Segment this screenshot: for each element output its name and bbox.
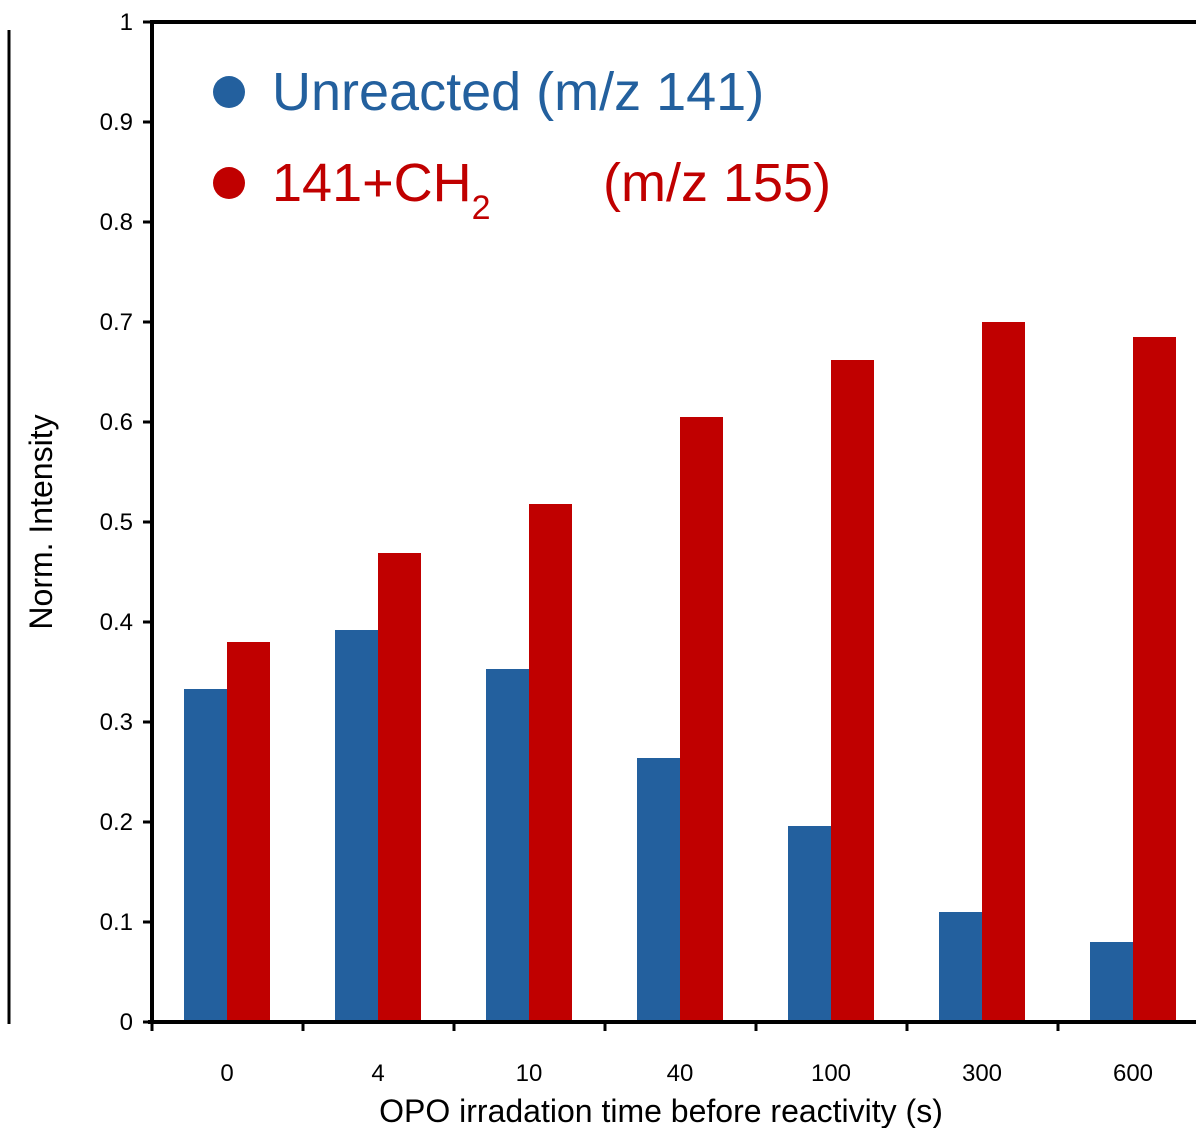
- bar-series1-10: [486, 669, 529, 1022]
- bar-series1-40: [637, 758, 680, 1022]
- bar-series2-10: [529, 504, 572, 1022]
- y-axis-ticks: 0 0.1 0.2 0.3 0.4 0.5 0.6 0.7 0.8 0.9 1: [100, 9, 152, 1036]
- y-tick-label-0: 0: [120, 1009, 133, 1036]
- x-tick-label-100: 100: [811, 1060, 851, 1087]
- legend-label-unreacted-text: Unreacted (m/z 141): [272, 62, 764, 122]
- y-tick-label-3: 0.3: [100, 709, 133, 736]
- bar-series2-0: [227, 642, 270, 1022]
- x-axis-title: OPO irradation time before reactivity (s…: [379, 1093, 943, 1128]
- x-tick-label-0: 0: [220, 1060, 233, 1087]
- x-tick-label-4: 4: [371, 1060, 384, 1087]
- bar-series1-4: [335, 630, 378, 1022]
- bar-series2-40: [680, 417, 723, 1022]
- y-tick-label-9: 0.9: [100, 109, 133, 136]
- legend-label-ch2: 141+CH2: [272, 153, 491, 227]
- legend-marker-unreacted: [213, 76, 245, 108]
- y-tick-label-1: 0.1: [100, 909, 133, 936]
- bar-series2-4: [378, 553, 421, 1022]
- bars-group: [184, 322, 1176, 1022]
- legend-label-ch2-main: 141+CH: [272, 153, 472, 213]
- y-tick-label-10: 1: [120, 9, 133, 36]
- bar-series1-300: [939, 912, 982, 1022]
- y-tick-label-6: 0.6: [100, 409, 133, 436]
- y-tick-label-2: 0.2: [100, 809, 133, 836]
- x-axis-ticks: 0 4 10 40 100 300 600: [150, 1022, 1153, 1087]
- y-tick-label-7: 0.7: [100, 309, 133, 336]
- legend-marker-ch2: [213, 167, 245, 199]
- bar-series1-100: [788, 826, 831, 1022]
- y-tick-label-4: 0.4: [100, 609, 133, 636]
- legend-label-unreacted: Unreacted (m/z 141): [272, 62, 764, 122]
- x-tick-label-600: 600: [1113, 1060, 1153, 1087]
- bar-series1-600: [1090, 942, 1133, 1022]
- x-tick-label-40: 40: [667, 1060, 694, 1087]
- bar-series1-0: [184, 689, 227, 1022]
- bar-series2-100: [831, 360, 874, 1022]
- bar-series2-600: [1133, 337, 1176, 1022]
- legend-label-ch2-subscript: 2: [472, 189, 491, 227]
- y-tick-label-5: 0.5: [100, 509, 133, 536]
- legend: Unreacted (m/z 141) 141+CH2 (m/z 155): [213, 62, 831, 227]
- bar-series2-300: [982, 322, 1025, 1022]
- x-tick-label-10: 10: [516, 1060, 543, 1087]
- legend-label-ch2-tail: (m/z 155): [603, 153, 831, 213]
- y-axis-title: Norm. Intensity: [23, 414, 59, 629]
- y-tick-label-8: 0.8: [100, 209, 133, 236]
- x-tick-label-300: 300: [962, 1060, 1002, 1087]
